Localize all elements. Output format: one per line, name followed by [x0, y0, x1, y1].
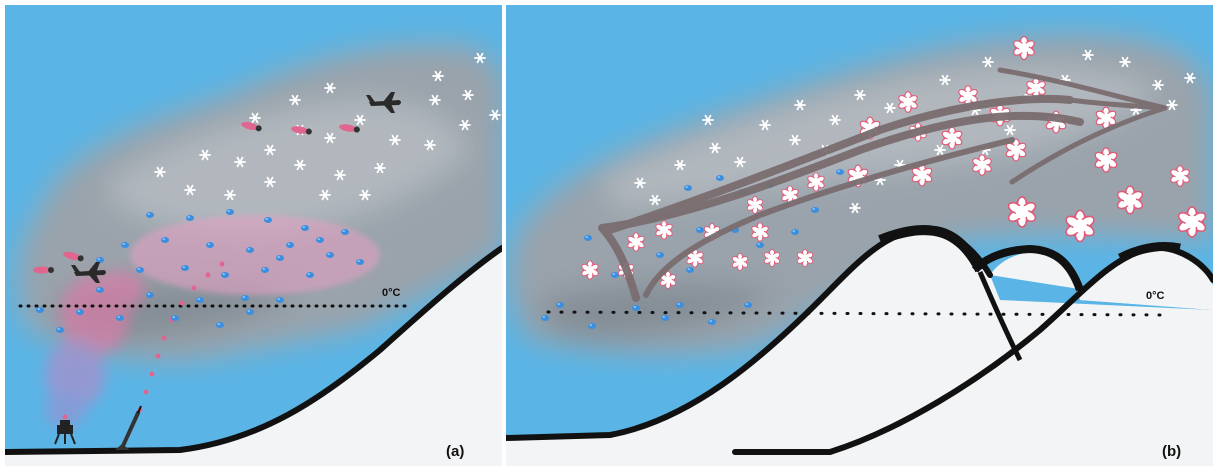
panel-a-label: (a) [446, 443, 464, 460]
freezing-level-label: 0°C [1146, 290, 1165, 302]
rocket-trajectory [137, 261, 225, 413]
panel-a: 0°C [5, 5, 502, 466]
rocket-launcher-icon [115, 405, 142, 450]
ground-generator-icon [54, 414, 76, 445]
freezing-level-label: 0°C [382, 287, 401, 299]
seeded-region [130, 215, 380, 295]
terrain-line [5, 245, 502, 455]
seeding-plume [45, 270, 145, 428]
panel-divider [502, 0, 506, 471]
panel-b-label: (b) [1162, 443, 1181, 460]
panel-b: 0°C [506, 5, 1213, 466]
mountains [506, 225, 1213, 466]
snow-slope [5, 248, 502, 466]
airflow-arrow-icon [598, 67, 1168, 302]
